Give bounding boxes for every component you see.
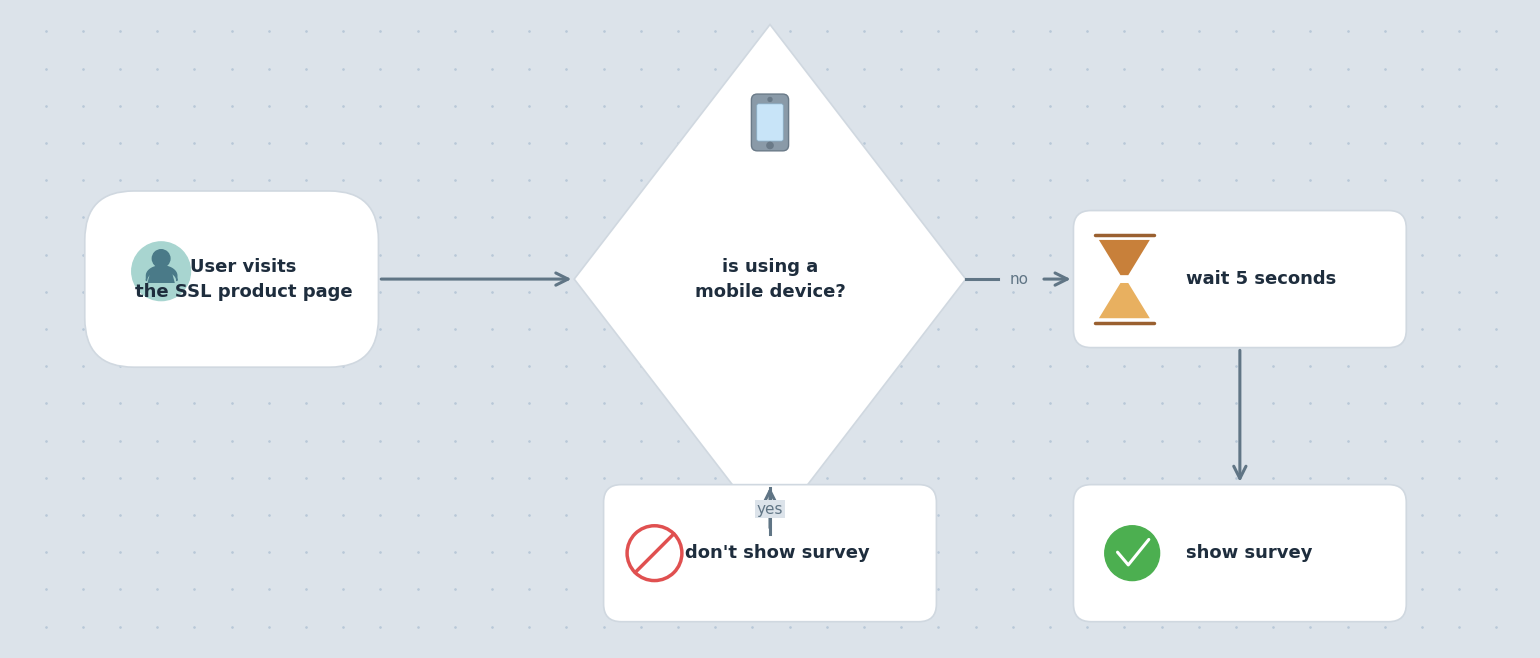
Text: User visits
the SSL product page: User visits the SSL product page bbox=[134, 257, 353, 301]
FancyBboxPatch shape bbox=[604, 485, 936, 622]
Circle shape bbox=[1104, 526, 1160, 580]
Circle shape bbox=[152, 249, 169, 267]
Circle shape bbox=[768, 97, 772, 101]
Polygon shape bbox=[1100, 240, 1150, 275]
Text: show survey: show survey bbox=[1186, 544, 1314, 562]
Polygon shape bbox=[148, 268, 176, 283]
FancyBboxPatch shape bbox=[85, 191, 379, 367]
Text: no: no bbox=[1010, 272, 1029, 287]
FancyBboxPatch shape bbox=[756, 104, 784, 141]
Circle shape bbox=[767, 142, 773, 149]
Text: is using a
mobile device?: is using a mobile device? bbox=[695, 257, 845, 301]
FancyBboxPatch shape bbox=[1073, 211, 1406, 347]
Polygon shape bbox=[1100, 283, 1150, 318]
Text: don't show survey: don't show survey bbox=[685, 544, 870, 562]
Polygon shape bbox=[574, 24, 966, 534]
Text: yes: yes bbox=[756, 501, 784, 517]
FancyBboxPatch shape bbox=[1073, 485, 1406, 622]
FancyBboxPatch shape bbox=[752, 94, 788, 151]
Text: wait 5 seconds: wait 5 seconds bbox=[1186, 270, 1337, 288]
Circle shape bbox=[132, 242, 191, 301]
